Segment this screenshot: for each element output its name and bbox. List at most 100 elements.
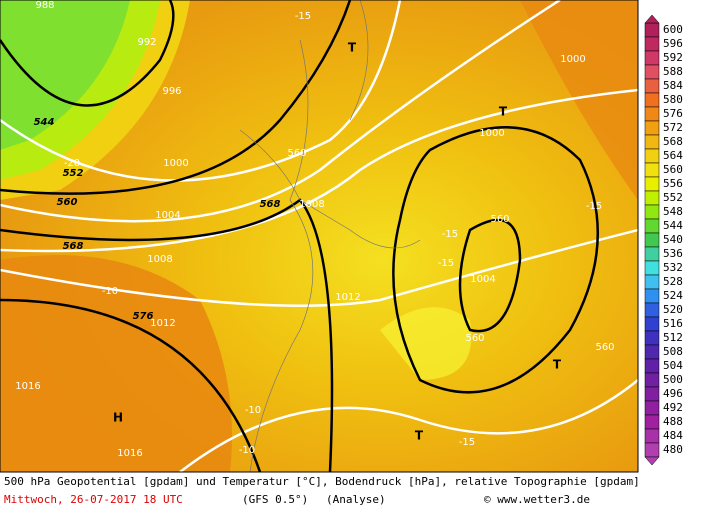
contour-label: T [348, 41, 357, 55]
contour-label: -15 [586, 201, 602, 212]
colorbar-label: 540 [663, 233, 683, 246]
caption-credit: © www.wetter3.de [484, 493, 590, 506]
colorbar-cell [644, 414, 660, 430]
colorbar-cell [644, 288, 660, 304]
colorbar-label: 488 [663, 415, 683, 428]
contour-label: -15 [438, 258, 454, 269]
caption-title: 500 hPa Geopotential [gpdam] und Tempera… [4, 475, 640, 488]
colorbar-label: 484 [663, 429, 683, 442]
colorbar-cell [644, 260, 660, 276]
colorbar-label: 596 [663, 37, 683, 50]
map [0, 0, 638, 472]
caption-date: Mittwoch, 26-07-2017 18 UTC [4, 493, 183, 506]
colorbar-arrow-top [644, 14, 660, 24]
colorbar: 6005965925885845805765725685645605565525… [644, 14, 683, 466]
contour-label: 1016 [15, 381, 40, 392]
contour-label: 568 [63, 241, 84, 252]
contour-label: 1012 [150, 318, 175, 329]
colorbar-cell [644, 428, 660, 444]
colorbar-cell [644, 120, 660, 136]
colorbar-cell [644, 442, 660, 458]
contour-label: -10 [102, 286, 118, 297]
colorbar-label: 480 [663, 443, 683, 456]
colorbar-cell [644, 148, 660, 164]
colorbar-cell [644, 176, 660, 192]
colorbar-label: 580 [663, 93, 683, 106]
contour-label: 560 [57, 197, 78, 208]
caption-run: (Analyse) [326, 493, 386, 506]
contour-label: 544 [34, 117, 55, 128]
colorbar-label: 564 [663, 149, 683, 162]
contour-label: 560 [287, 148, 306, 159]
colorbar-label: 552 [663, 191, 683, 204]
contour-label: 988 [35, 0, 54, 11]
colorbar-cell [644, 246, 660, 262]
colorbar-label: 512 [663, 331, 683, 344]
colorbar-cell [644, 22, 660, 38]
contour-label: -15 [459, 437, 475, 448]
contour-label: 560 [490, 214, 509, 225]
colorbar-cell [644, 232, 660, 248]
contour-label: 568 [260, 199, 281, 210]
colorbar-cell [644, 50, 660, 66]
colorbar-label: 600 [663, 23, 683, 36]
colorbar-cell [644, 78, 660, 94]
colorbar-cell [644, 92, 660, 108]
contour-label: 996 [162, 86, 181, 97]
colorbar-arrow-bottom [644, 456, 660, 466]
colorbar-cell [644, 134, 660, 150]
contour-label: T [553, 358, 562, 372]
contour-label: 1008 [299, 199, 324, 210]
colorbar-label: 560 [663, 163, 683, 176]
colorbar-label: 496 [663, 387, 683, 400]
contour-label: 992 [137, 37, 156, 48]
colorbar-cell [644, 218, 660, 234]
colorbar-cell [644, 274, 660, 290]
contour-label: H [113, 411, 123, 425]
contour-label: 1000 [479, 128, 504, 139]
colorbar-label: 520 [663, 303, 683, 316]
colorbar-label: 516 [663, 317, 683, 330]
colorbar-cell [644, 344, 660, 360]
colorbar-label: 572 [663, 121, 683, 134]
colorbar-label: 504 [663, 359, 683, 372]
contour-label: T [415, 429, 424, 443]
colorbar-label: 584 [663, 79, 683, 92]
colorbar-label: 556 [663, 177, 683, 190]
colorbar-label: 492 [663, 401, 683, 414]
contour-label: 1012 [335, 292, 360, 303]
caption-model: (GFS 0.5°) [242, 493, 308, 506]
contour-label: 1004 [155, 210, 180, 221]
contour-label: -15 [442, 229, 458, 240]
colorbar-label: 592 [663, 51, 683, 64]
colorbar-label: 588 [663, 65, 683, 78]
contour-label: -10 [239, 445, 255, 456]
colorbar-cell [644, 386, 660, 402]
colorbar-cell [644, 162, 660, 178]
colorbar-label: 544 [663, 219, 683, 232]
colorbar-label: 568 [663, 135, 683, 148]
colorbar-label: 524 [663, 289, 683, 302]
contour-label: 560 [465, 333, 484, 344]
colorbar-cell [644, 330, 660, 346]
colorbar-cell [644, 36, 660, 52]
colorbar-cell [644, 190, 660, 206]
colorbar-label: 532 [663, 261, 683, 274]
contour-label: 1004 [470, 274, 495, 285]
colorbar-cell [644, 358, 660, 374]
map-frame [0, 0, 639, 473]
contour-label: -15 [295, 11, 311, 22]
colorbar-cell [644, 106, 660, 122]
colorbar-label: 548 [663, 205, 683, 218]
contour-label: 576 [133, 311, 154, 322]
colorbar-label: 576 [663, 107, 683, 120]
contour-label: 552 [63, 168, 84, 179]
contour-label: T [499, 105, 508, 119]
colorbar-cell [644, 316, 660, 332]
colorbar-cell [644, 64, 660, 80]
colorbar-cell [644, 302, 660, 318]
contour-label: 560 [595, 342, 614, 353]
colorbar-label: 500 [663, 373, 683, 386]
colorbar-label: 528 [663, 275, 683, 288]
